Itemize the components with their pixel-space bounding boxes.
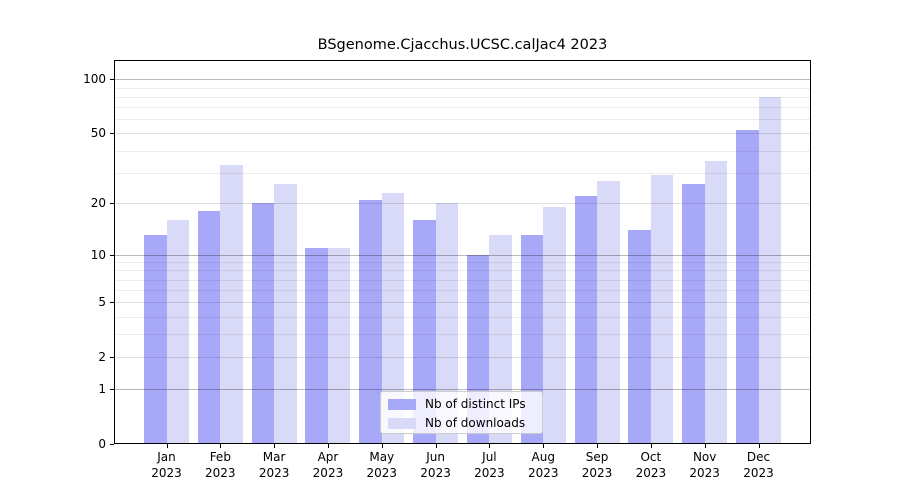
bar-may-downloads — [381, 192, 405, 444]
legend-swatch-distinct-ips-icon — [388, 398, 416, 410]
x-tick-mark-aug — [543, 444, 545, 448]
bar-may-distinct-ips — [359, 199, 382, 444]
x-tick-label-jun: Jun 2023 — [420, 450, 451, 480]
y-tick-label-2: 2 — [98, 350, 106, 365]
y-tick-label-10: 10 — [90, 247, 106, 262]
x-tick-label-nov: Nov 2023 — [689, 450, 720, 480]
bar-dec-distinct-ips — [736, 130, 759, 444]
x-tick-mark-jan — [166, 444, 168, 448]
bar-sep-downloads — [597, 180, 620, 444]
x-tick-label-aug: Aug 2023 — [527, 450, 559, 480]
bar-sep-distinct-ips — [574, 196, 598, 444]
bar-feb-downloads — [220, 165, 243, 444]
x-tick-mark-mar — [274, 444, 276, 448]
x-tick-mark-sep — [597, 444, 599, 448]
legend-swatch-downloads-icon — [388, 417, 416, 429]
y-tick-mark-50 — [110, 133, 114, 135]
legend-label-distinct-ips: Nb of distinct IPs — [425, 397, 526, 411]
x-tick-label-dec: Dec 2023 — [743, 450, 774, 480]
x-tick-mark-apr — [327, 444, 329, 448]
bar-jan-distinct-ips — [144, 235, 167, 444]
bar-jun-distinct-ips — [413, 220, 436, 444]
x-tick-label-may: May 2023 — [366, 450, 398, 480]
x-tick-mark-nov — [704, 444, 706, 448]
x-tick-label-oct: Oct 2023 — [635, 450, 667, 480]
x-tick-mark-may — [381, 444, 383, 448]
x-tick-label-mar: Mar 2023 — [258, 450, 290, 480]
x-tick-label-sep: Sep 2023 — [581, 450, 613, 480]
bar-dec-downloads — [758, 96, 781, 444]
y-tick-mark-20 — [110, 203, 114, 205]
bar-nov-distinct-ips — [682, 183, 705, 444]
bar-feb-distinct-ips — [197, 211, 221, 444]
bar-apr-downloads — [327, 247, 351, 444]
y-tick-label-50: 50 — [90, 126, 106, 141]
x-tick-mark-jul — [489, 444, 491, 448]
x-tick-mark-feb — [220, 444, 222, 448]
x-tick-mark-oct — [650, 444, 652, 448]
bar-nov-downloads — [704, 160, 728, 444]
x-tick-label-feb: Feb 2023 — [205, 450, 236, 480]
y-tick-mark-2 — [110, 357, 114, 359]
y-tick-label-5: 5 — [98, 295, 106, 310]
bar-jun-downloads — [435, 203, 459, 444]
x-tick-label-apr: Apr 2023 — [312, 450, 344, 480]
bars-layer — [114, 60, 811, 444]
y-tick-mark-0 — [110, 444, 114, 445]
plot-area: Nb of distinct IPs Nb of downloads — [114, 60, 811, 444]
bar-oct-distinct-ips — [628, 230, 651, 444]
legend-entry-distinct-ips: Nb of distinct IPs — [381, 394, 526, 414]
y-tick-mark-10 — [110, 254, 114, 256]
y-tick-label-20: 20 — [90, 196, 106, 211]
y-tick-mark-5 — [110, 302, 114, 304]
bar-apr-distinct-ips — [305, 247, 328, 444]
y-tick-label-1: 1 — [98, 382, 106, 397]
legend-label-downloads: Nb of downloads — [425, 416, 526, 430]
y-tick-label-0: 0 — [98, 437, 106, 451]
x-tick-label-jan: Jan 2023 — [151, 450, 182, 480]
x-tick-mark-dec — [758, 444, 760, 448]
legend-entry-downloads: Nb of downloads — [381, 413, 525, 433]
chart-title: BSgenome.Cjacchus.UCSC.calJac4 2023 — [317, 37, 608, 53]
y-tick-mark-100 — [110, 79, 114, 81]
bar-jan-downloads — [166, 220, 189, 444]
x-tick-label-jul: Jul 2023 — [474, 450, 505, 480]
x-tick-mark-jun — [435, 444, 437, 448]
legend: Nb of distinct IPs Nb of downloads — [380, 391, 543, 434]
y-tick-mark-1 — [110, 389, 114, 391]
y-tick-label-100: 100 — [83, 72, 106, 87]
bar-aug-downloads — [543, 207, 566, 444]
bar-mar-distinct-ips — [251, 203, 275, 444]
bar-oct-downloads — [650, 175, 674, 444]
bar-mar-downloads — [274, 183, 297, 444]
